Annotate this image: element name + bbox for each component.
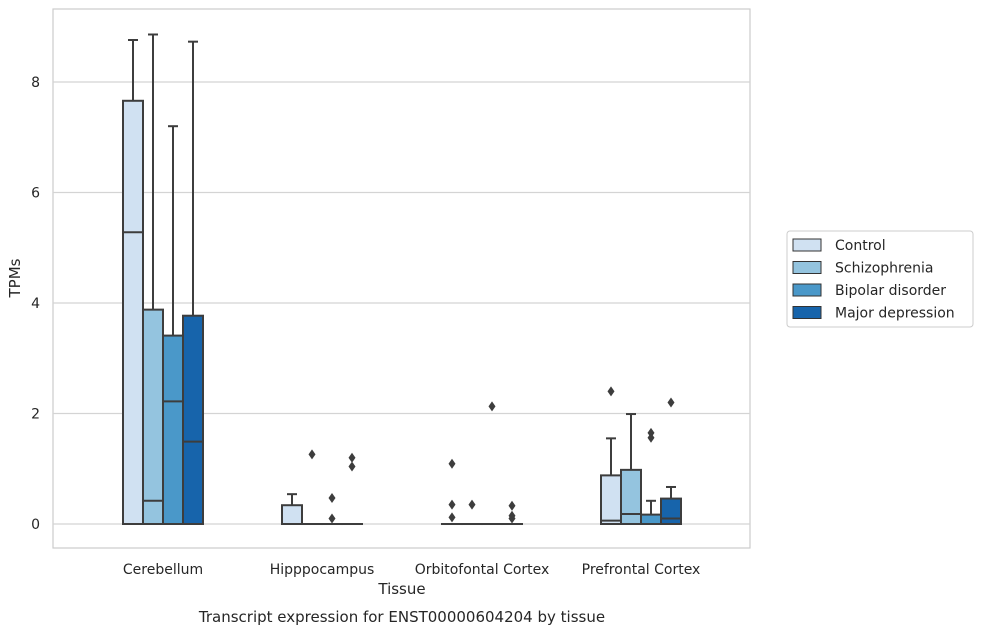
box-body — [620, 468, 642, 526]
box-group — [660, 397, 682, 525]
box-body — [660, 497, 682, 525]
legend-swatch — [792, 238, 822, 252]
box-body — [122, 99, 144, 525]
x-tick-label: Orbitofontal Cortex — [415, 562, 550, 578]
outlier-point — [647, 432, 655, 443]
y-tick-label: 6 — [31, 186, 40, 202]
box-group — [182, 40, 204, 525]
outlier-point — [348, 461, 356, 472]
x-axis-label: Tissue — [377, 580, 425, 598]
box-group — [620, 413, 642, 526]
legend-swatch — [792, 306, 822, 319]
legend-label: Control — [835, 238, 886, 254]
outlier-point — [348, 452, 356, 463]
box-group — [122, 39, 144, 525]
box-body — [182, 314, 204, 525]
legend-frame — [786, 230, 974, 328]
box-series — [122, 33, 682, 526]
outlier-point — [508, 513, 516, 524]
x-tick-label: Prefrontal Cortex — [582, 562, 701, 578]
outlier-point — [607, 386, 615, 397]
legend-label: Bipolar disorder — [835, 283, 946, 299]
x-axis-ticks: Cerebellum Hipppocampus Orbitofontal Corte… — [123, 562, 700, 578]
legend-label: Major depression — [835, 306, 955, 322]
outlier-point — [308, 449, 316, 460]
outlier-point — [448, 458, 456, 469]
outlier-point — [448, 499, 456, 510]
box-body — [162, 334, 184, 525]
outlier-point — [448, 512, 456, 523]
y-axis-ticks: 0 2 4 6 8 — [31, 75, 40, 533]
y-axis-label: TPMs — [6, 258, 24, 298]
outlier-point — [328, 513, 336, 524]
legend-swatch — [792, 261, 822, 274]
box-group — [281, 493, 303, 525]
y-tick-label: 2 — [31, 407, 40, 423]
box-group — [162, 125, 184, 525]
box-body — [640, 513, 662, 525]
legend: Control Schizophrenia Bipolar disorder Majo… — [786, 230, 974, 328]
box-group — [640, 427, 662, 525]
y-tick-label: 4 — [31, 296, 40, 312]
box-body — [142, 308, 164, 525]
box-body — [281, 504, 303, 525]
outlier-point — [488, 401, 496, 412]
x-tick-label: Cerebellum — [123, 562, 203, 578]
box-group — [341, 452, 363, 526]
legend-swatch — [792, 283, 822, 297]
y-tick-label: 0 — [31, 517, 40, 533]
outlier-point — [328, 493, 336, 504]
outlier-point — [667, 397, 675, 408]
box-group — [600, 386, 622, 526]
box-group — [441, 458, 463, 526]
legend-label: Schizophrenia — [835, 261, 933, 277]
outlier-point — [468, 499, 476, 510]
box-body — [600, 474, 622, 526]
chart-caption: Transcript expression for ENST0000060420… — [198, 608, 605, 626]
y-tick-label: 8 — [31, 75, 40, 91]
outlier-point — [508, 500, 516, 511]
box-group — [501, 500, 523, 526]
x-tick-label: Hipppocampus — [270, 562, 375, 578]
